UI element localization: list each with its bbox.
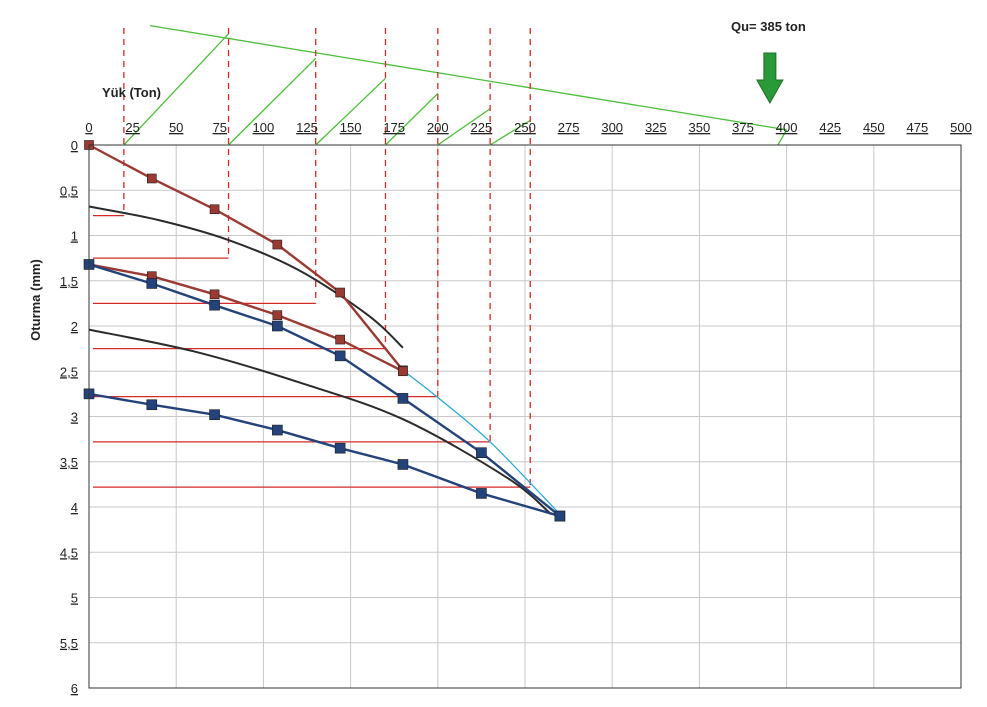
blue-series-marker — [146, 278, 158, 289]
down-arrow-shape — [756, 52, 784, 105]
blue-series-marker — [397, 393, 409, 404]
green-construction-line — [228, 57, 317, 146]
blue-series-line — [88, 263, 561, 517]
x-tick-label: 275 — [558, 120, 580, 135]
green-envelope-line — [149, 25, 787, 131]
blue-series-line — [88, 392, 561, 518]
blue-series-marker — [476, 488, 487, 499]
green-envelope-end — [777, 129, 788, 146]
x-tick-label: 100 — [253, 120, 275, 135]
y-tick-label: 2 — [71, 319, 78, 334]
green-construction-line — [315, 77, 386, 146]
fit-curve — [88, 205, 404, 349]
y-tick-label: 3,5 — [60, 455, 78, 470]
x-tick-label: 225 — [471, 120, 493, 135]
green-construction-line — [123, 33, 229, 146]
red-series-marker — [272, 239, 283, 250]
blue-series-marker — [476, 447, 487, 459]
x-tick-label: 350 — [689, 120, 711, 135]
x-tick-label: 425 — [819, 120, 841, 135]
y-tick-label: 0 — [71, 138, 78, 153]
x-tick-label: 50 — [169, 120, 183, 135]
blue-series-marker — [146, 399, 158, 411]
x-tick-label: 475 — [907, 120, 929, 135]
fit-curve — [88, 328, 552, 516]
data-markers — [83, 140, 566, 522]
x-tick-label: 75 — [213, 120, 227, 135]
x-axis-title: Yük (Ton) — [102, 85, 161, 100]
x-tick-label: 325 — [645, 120, 667, 135]
down-arrow-icon — [756, 52, 784, 105]
x-tick-label: 400 — [776, 120, 798, 135]
y-tick-label: 6 — [71, 681, 78, 696]
blue-series-marker — [334, 442, 346, 454]
red-series-marker — [272, 310, 283, 320]
tangent-line — [402, 369, 561, 515]
plot-frame — [88, 144, 962, 689]
y-tick-label: 1 — [71, 229, 78, 244]
data-curves — [88, 143, 561, 518]
x-tick-labels: 0 25 50 75 100 125 150 175 200 225 250 275 300 325 350… — [85, 120, 971, 135]
x-tick-label: 25 — [125, 120, 139, 135]
blue-series-marker — [209, 409, 220, 420]
red-series-line — [88, 263, 404, 373]
x-tick-label: 375 — [732, 120, 754, 135]
green-construction-line — [437, 108, 491, 146]
red-series-marker — [209, 289, 220, 300]
x-tick-label: 0 — [85, 120, 92, 135]
red-series-marker — [335, 287, 345, 298]
y-tick-label: 5 — [71, 591, 78, 606]
construction-lines — [93, 25, 788, 488]
y-axis-title: Oturma (mm) — [28, 259, 43, 341]
blue-series-marker — [209, 299, 220, 311]
x-tick-label: 200 — [427, 120, 449, 135]
red-series-marker — [335, 334, 345, 345]
x-tick-label: 500 — [950, 120, 972, 135]
green-construction-line — [489, 119, 531, 146]
blue-series-marker — [397, 459, 409, 470]
x-tick-label: 175 — [383, 120, 405, 135]
blue-series-marker — [272, 320, 283, 332]
green-construction-line — [385, 93, 439, 146]
y-tick-label: 1,5 — [60, 274, 78, 289]
y-tick-labels: 0 0,5 1 1,5 2 2,5 3 3,5 4 4,5 5 5,5 6 — [60, 138, 78, 696]
y-tick-label: 5,5 — [60, 636, 78, 651]
y-tick-label: 0,5 — [60, 183, 78, 198]
x-tick-label: 250 — [514, 120, 536, 135]
x-tick-label: 300 — [601, 120, 623, 135]
qu-annotation: Qu= 385 ton — [731, 19, 806, 34]
red-series-marker — [398, 366, 408, 377]
x-tick-label: 450 — [863, 120, 885, 135]
red-series-marker — [146, 173, 157, 184]
y-tick-label: 4,5 — [60, 545, 78, 560]
y-tick-label: 2,5 — [60, 364, 78, 379]
x-tick-label: 125 — [296, 120, 318, 135]
blue-series-marker — [334, 350, 346, 362]
blue-series-marker — [554, 510, 566, 522]
red-series-line — [88, 143, 404, 372]
blue-series-marker — [272, 424, 283, 436]
y-tick-label: 3 — [71, 410, 78, 425]
x-tick-label: 150 — [340, 120, 362, 135]
red-series-marker — [209, 204, 220, 215]
y-tick-label: 4 — [71, 500, 78, 515]
